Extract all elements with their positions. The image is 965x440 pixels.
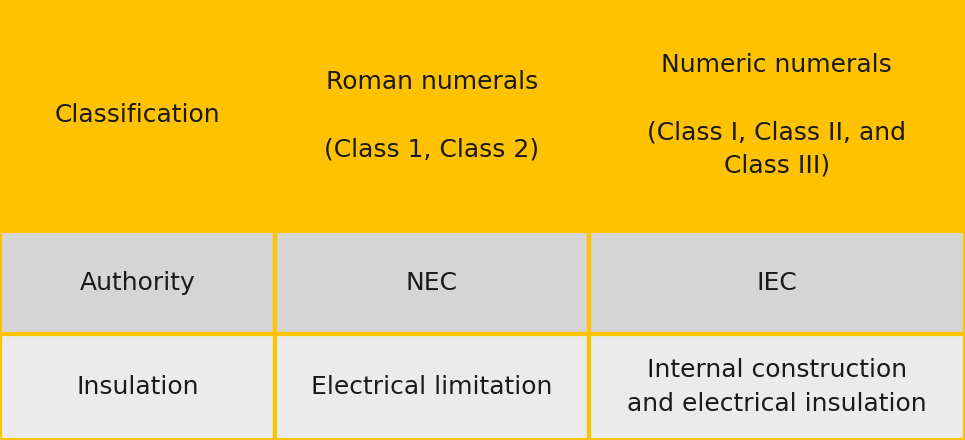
- Bar: [0, 334, 275, 440]
- Bar: [589, 231, 965, 334]
- Text: Roman numerals

(Class 1, Class 2): Roman numerals (Class 1, Class 2): [324, 70, 539, 161]
- Bar: [589, 0, 965, 231]
- Bar: [589, 334, 965, 440]
- Bar: [275, 231, 589, 334]
- Text: Classification: Classification: [55, 103, 220, 128]
- Text: IEC: IEC: [757, 271, 797, 295]
- Text: NEC: NEC: [406, 271, 457, 295]
- Text: Internal construction
and electrical insulation: Internal construction and electrical ins…: [627, 359, 926, 416]
- Text: Insulation: Insulation: [76, 375, 199, 399]
- Bar: [275, 334, 589, 440]
- Bar: [275, 0, 589, 231]
- Bar: [0, 0, 275, 231]
- Text: Authority: Authority: [80, 271, 195, 295]
- Bar: [0, 231, 275, 334]
- Text: Numeric numerals

(Class I, Class II, and
Class III): Numeric numerals (Class I, Class II, and…: [648, 53, 906, 178]
- Text: Electrical limitation: Electrical limitation: [311, 375, 553, 399]
